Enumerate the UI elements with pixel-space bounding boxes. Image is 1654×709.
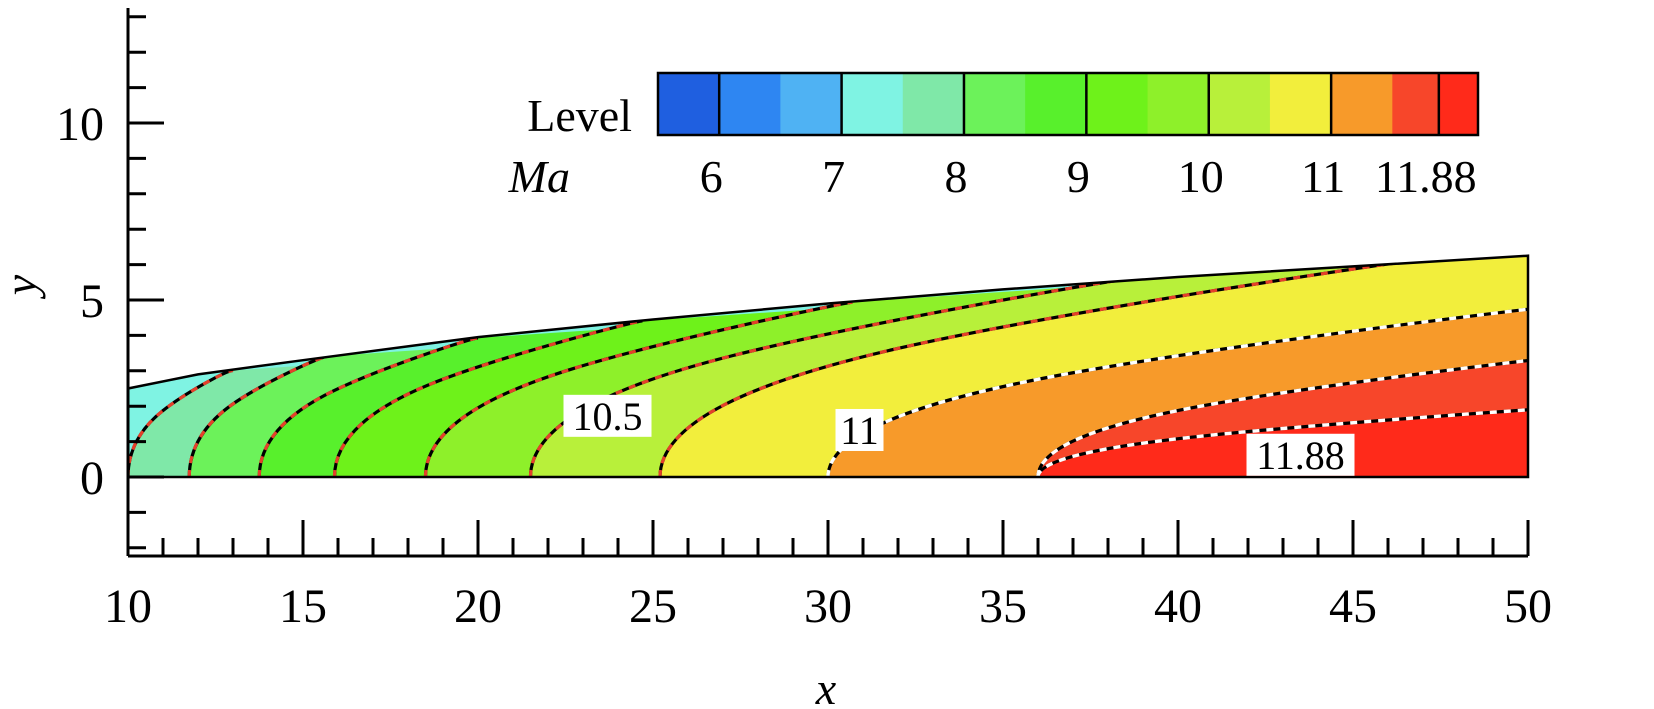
contour-line-dash: [257, 336, 479, 477]
contour-label-box: [563, 394, 652, 437]
contour-label: 11.88: [1256, 433, 1345, 478]
colorbar-quantity: Ma: [508, 151, 570, 202]
colorbar-swatch: [1208, 73, 1271, 135]
contour-label-box: [835, 408, 884, 451]
contour-line-dash: [1036, 407, 1528, 477]
colorbar-swatch: [1331, 73, 1393, 135]
mach-contour-field: [128, 255, 1528, 477]
colorbar-swatch: [841, 73, 904, 135]
y-axis-label: y: [0, 274, 46, 299]
colorbar-swatch: [719, 73, 781, 135]
colorbar-swatch: [1025, 73, 1087, 135]
x-tick-label: 50: [1504, 580, 1552, 633]
contour-line: [332, 319, 643, 477]
colorbar-swatch: [1086, 73, 1149, 135]
colorbar-tick-labels: 6 7 8 9 10 11 11.88: [700, 151, 1477, 202]
colorbar-tick-label: 9: [1067, 151, 1090, 202]
colorbar-swatch: [1147, 73, 1210, 135]
colorbar-tick-label: 8: [944, 151, 967, 202]
contour-label-box: [1246, 433, 1355, 476]
colorbar-swatch: [1269, 73, 1332, 135]
colorbar-tick-label: 6: [700, 151, 723, 202]
contour-line-dash: [826, 306, 1528, 477]
colorbar-header: Level: [527, 90, 632, 141]
colorbar-tick-label: 11.88: [1375, 151, 1477, 202]
x-tick-label: 45: [1329, 580, 1377, 633]
contour-labels: 10.5 11 11.88: [563, 394, 1355, 478]
y-tick-label: 10: [56, 98, 104, 151]
colorbar-frame: [656, 71, 1480, 137]
x-tick-label: 10: [104, 580, 152, 633]
domain-outline: [126, 254, 1530, 479]
contour-label: 10.5: [573, 394, 643, 439]
contour-line-dash: [128, 368, 234, 477]
contour-line-dash: [658, 261, 1396, 477]
contour-line-dash: [423, 300, 853, 477]
colorbar-legend: [656, 71, 1480, 137]
colorbar-tick-label: 7: [822, 151, 845, 202]
contour-lines: [128, 261, 1528, 477]
axes: [126, 8, 1530, 558]
x-tick-label: 35: [979, 580, 1027, 633]
y-tick-labels: 0 5 10: [56, 98, 104, 505]
x-tick-label: 25: [629, 580, 677, 633]
colorbar-swatch: [963, 73, 1026, 135]
colorbar-swatch: [902, 73, 965, 135]
y-tick-label: 5: [80, 275, 104, 328]
colorbar-swatch: [1392, 73, 1439, 135]
x-tick-labels: 10 15 20 25 30 35 40 45 50: [104, 580, 1552, 633]
colorbar-swatch: [658, 73, 720, 135]
y-tick-label: 0: [80, 452, 104, 505]
colorbar-swatch: [1438, 73, 1479, 135]
contour-line-dash: [1036, 358, 1528, 477]
x-tick-label: 30: [804, 580, 852, 633]
x-tick-label: 20: [454, 580, 502, 633]
colorbar-swatch: [780, 73, 843, 135]
x-tick-label: 40: [1154, 580, 1202, 633]
colorbar-tick-label: 10: [1178, 151, 1224, 202]
contour-line: [187, 354, 328, 477]
contour-label: 11: [840, 408, 879, 453]
colorbar-tick-label: 11: [1301, 151, 1345, 202]
x-tick-label: 15: [279, 580, 327, 633]
contour-line-dash: [528, 279, 1116, 477]
x-axis-label: x: [815, 663, 837, 709]
